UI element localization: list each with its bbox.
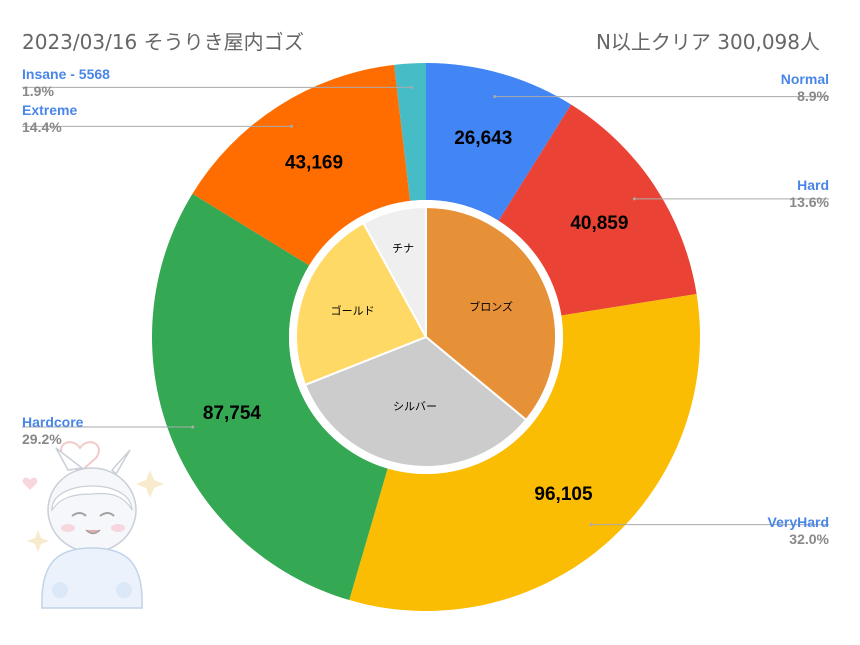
leader-dot-insane-5568 — [409, 85, 413, 89]
leader-dot-normal — [493, 95, 497, 99]
inner-label-4: チナ — [392, 242, 414, 255]
legend-veryhard: VeryHard 32.0% — [768, 514, 829, 548]
inner-label-3: ゴールド — [331, 304, 375, 318]
value-label-veryhard: 96,105 — [534, 484, 593, 505]
legend-extreme: Extreme 14.4% — [22, 102, 77, 136]
leader-dot-hardcore — [191, 425, 195, 429]
legend-name: Extreme — [22, 102, 78, 118]
outer-slice-insane-5568 — [394, 63, 426, 201]
clear-count-title: N以上クリア 300,098人 — [595, 30, 820, 54]
leader-lines — [22, 85, 829, 527]
mascot-image — [22, 441, 164, 609]
legend-name: Insane - 5568 — [22, 66, 110, 82]
chart-title: 2023/03/16 そうりき屋内ゴズ — [22, 30, 305, 54]
inner-ring — [295, 205, 557, 468]
value-label-normal: 26,643 — [454, 128, 512, 149]
outer-ring — [151, 63, 700, 611]
legend-insane: Insane - 5568 1.9% — [22, 66, 110, 100]
value-label-hard: 40,859 — [570, 213, 628, 234]
leader-dot-veryhard — [589, 523, 593, 527]
legend-name: Hard — [797, 177, 829, 193]
inner-label-2: シルバー — [393, 400, 437, 413]
legend-name: VeryHard — [767, 514, 829, 530]
legend-normal: Normal 8.9% — [781, 71, 829, 105]
outer-slice-normal — [426, 63, 572, 221]
leader-dot-hard — [632, 197, 636, 201]
leader-dot-extreme — [289, 124, 293, 128]
legend-percent: 14.4% — [22, 119, 62, 135]
inner-slice-1 — [425, 205, 557, 422]
outer-slice-extreme — [192, 64, 411, 266]
outer-slice-veryhard — [349, 294, 700, 611]
legend-name: Hardcore — [22, 414, 84, 430]
legend-percent: 13.6% — [789, 194, 829, 210]
outer-slice-hardcore — [151, 193, 388, 601]
value-label-hardcore: 87,754 — [203, 403, 262, 424]
legend-percent: 32.0% — [789, 531, 829, 547]
legend-percent: 8.9% — [797, 88, 829, 104]
outer-slice-hard — [498, 104, 697, 316]
legend-hard: Hard 13.6% — [789, 177, 829, 211]
inner-label-1: ブロンズ — [469, 299, 513, 313]
legend-hardcore: Hardcore 29.2% — [22, 414, 83, 448]
inner-slice-3 — [295, 221, 428, 387]
value-label-extreme: 43,169 — [285, 153, 343, 174]
inner-slice-4 — [362, 205, 427, 338]
legend-name: Normal — [780, 71, 829, 87]
inner-slice-2 — [303, 335, 528, 468]
legend-percent: 29.2% — [22, 431, 62, 447]
legend-percent: 1.9% — [22, 83, 54, 99]
